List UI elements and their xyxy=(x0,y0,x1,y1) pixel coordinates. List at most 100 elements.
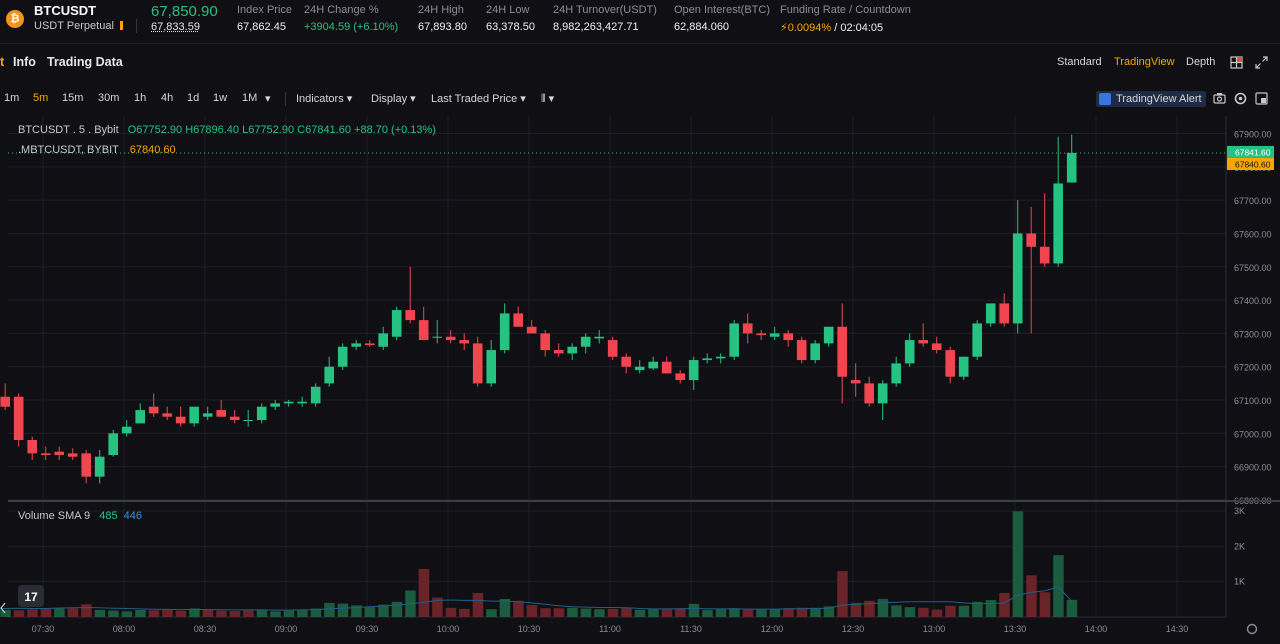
timeframe-1m[interactable]: 1m xyxy=(4,92,20,104)
volume-bar xyxy=(283,610,295,617)
candle-body xyxy=(27,440,37,454)
candle-body xyxy=(1066,152,1077,183)
stat-value: ⚡0.0094% / 02:04:05 xyxy=(780,21,911,34)
volume-bar xyxy=(621,607,632,617)
legend-symbol: BTCUSDT . 5 . Bybit xyxy=(18,124,119,136)
chart-canvas[interactable]: 67900.0067800.0067700.0067600.0067500.00… xyxy=(0,116,1280,639)
volume-bar xyxy=(688,603,700,617)
expand-icon[interactable] xyxy=(1255,56,1268,72)
candle-body xyxy=(553,350,564,354)
tab-info[interactable]: Info xyxy=(13,55,36,69)
mark-price[interactable]: 67,833.59 xyxy=(151,21,200,33)
volume-tick-label: 1K xyxy=(1234,577,1245,587)
legend-mark-symbol: .MBTCUSDT, BYBIT xyxy=(18,144,119,156)
volume-bar xyxy=(270,611,281,617)
volume-bar xyxy=(189,608,200,617)
volume-bar xyxy=(526,604,538,617)
legend-sma-value: 446 xyxy=(123,510,142,522)
candle-body xyxy=(918,340,928,344)
indicators-button[interactable]: Indicators ▾ xyxy=(296,93,353,105)
stat-label[interactable]: Index Price xyxy=(237,4,293,16)
stat-label[interactable]: Funding Rate / Countdown xyxy=(780,4,911,16)
time-tick-label: 12:30 xyxy=(842,624,865,634)
tradingview-logo-mark: 17 xyxy=(24,590,38,604)
tab-chart[interactable]: t xyxy=(0,55,5,69)
header-divider xyxy=(136,19,137,33)
more-timeframes-chevron-icon[interactable]: ▾ xyxy=(265,93,271,105)
timeframe-1h[interactable]: 1h xyxy=(134,92,147,104)
contract-type: USDT Perpetual xyxy=(34,20,123,32)
display-button[interactable]: Display ▾ xyxy=(371,93,416,105)
stat-index-price: Index Price 67,862.45 xyxy=(237,4,292,33)
candle-body xyxy=(445,336,456,341)
layout-grid-icon[interactable] xyxy=(1230,56,1243,72)
symbol-name[interactable]: BTCUSDT xyxy=(34,3,97,18)
timeframe-1w[interactable]: 1w xyxy=(213,92,228,104)
time-tick-label: 09:00 xyxy=(275,624,298,634)
stat-value: 62,884.060 xyxy=(674,21,730,33)
candle-body xyxy=(715,356,726,359)
candle-body xyxy=(175,416,186,424)
volume-bar xyxy=(958,605,970,617)
price-tick-label: 67600.00 xyxy=(1234,229,1272,239)
candle-body xyxy=(418,320,429,341)
price-tick-label: 67900.00 xyxy=(1234,130,1272,140)
view-tradingview[interactable]: TradingView xyxy=(1114,56,1175,68)
candle-body xyxy=(864,383,874,404)
camera-icon[interactable] xyxy=(1213,92,1226,107)
timeframe-5m[interactable]: 5m xyxy=(33,92,49,104)
candle-body xyxy=(958,356,969,377)
candle-body xyxy=(297,401,307,404)
volume-bar xyxy=(945,605,956,617)
volume-bar xyxy=(1039,592,1051,617)
timeframe-1d[interactable]: 1d xyxy=(187,92,200,104)
candle-body xyxy=(756,333,766,336)
candle-body xyxy=(688,360,699,381)
candle-body xyxy=(148,406,159,414)
candle-body xyxy=(837,326,847,377)
time-tick-label: 08:00 xyxy=(113,624,136,634)
candle-body xyxy=(54,451,64,456)
fullscreen-icon[interactable] xyxy=(1255,92,1268,108)
volume-bar xyxy=(553,608,565,617)
toolbar-divider xyxy=(285,92,286,106)
tradingview-alert-button[interactable]: TradingView Alert xyxy=(1096,91,1206,107)
volume-bar xyxy=(580,608,592,617)
candle-body xyxy=(351,343,361,347)
view-standard[interactable]: Standard xyxy=(1057,56,1102,68)
timeframe-30m[interactable]: 30m xyxy=(98,92,120,104)
candle-body xyxy=(310,386,321,404)
volume-tick-label: 2K xyxy=(1234,541,1245,551)
timeframe-15m[interactable]: 15m xyxy=(62,92,84,104)
ohlc-legend: BTCUSDT . 5 . Bybit O67752.90 H67896.40 … xyxy=(18,124,436,136)
volume-bar xyxy=(108,610,119,617)
volume-bar xyxy=(81,604,92,617)
candle-body xyxy=(648,361,658,369)
volume-bar xyxy=(1053,555,1064,617)
volume-bar xyxy=(675,608,686,617)
alert-label: TradingView Alert xyxy=(1116,93,1202,105)
volume-bar xyxy=(850,602,862,617)
legend-volume-title: Volume SMA 9 xyxy=(18,510,91,522)
candle-body xyxy=(459,340,469,344)
settings-icon[interactable] xyxy=(1234,92,1247,108)
timeframe-4h[interactable]: 4h xyxy=(161,92,174,104)
volume-bar xyxy=(648,609,659,617)
candle-body xyxy=(621,356,631,367)
price-chart[interactable]: 67900.0067800.0067700.0067600.0067500.00… xyxy=(0,116,1280,639)
view-depth[interactable]: Depth xyxy=(1186,56,1216,68)
candle-body xyxy=(256,406,267,421)
tab-trading-data[interactable]: Trading Data xyxy=(47,55,123,69)
time-tick-label: 12:00 xyxy=(761,624,784,634)
volume-bar xyxy=(864,600,875,617)
volume-bar xyxy=(715,609,727,617)
price-type-select[interactable]: Last Traded Price ▾ xyxy=(431,93,526,105)
axis-settings-icon xyxy=(1246,623,1258,635)
timeframe-1M[interactable]: 1M xyxy=(242,92,258,104)
candle-body xyxy=(378,333,388,347)
candle-body xyxy=(513,313,523,327)
volume-bar xyxy=(364,607,376,617)
mark-price-tag-label: 67840.60 xyxy=(1235,159,1271,169)
chart-style-button[interactable]: ⫴ ▾ xyxy=(541,93,555,105)
volume-bar xyxy=(769,609,781,617)
